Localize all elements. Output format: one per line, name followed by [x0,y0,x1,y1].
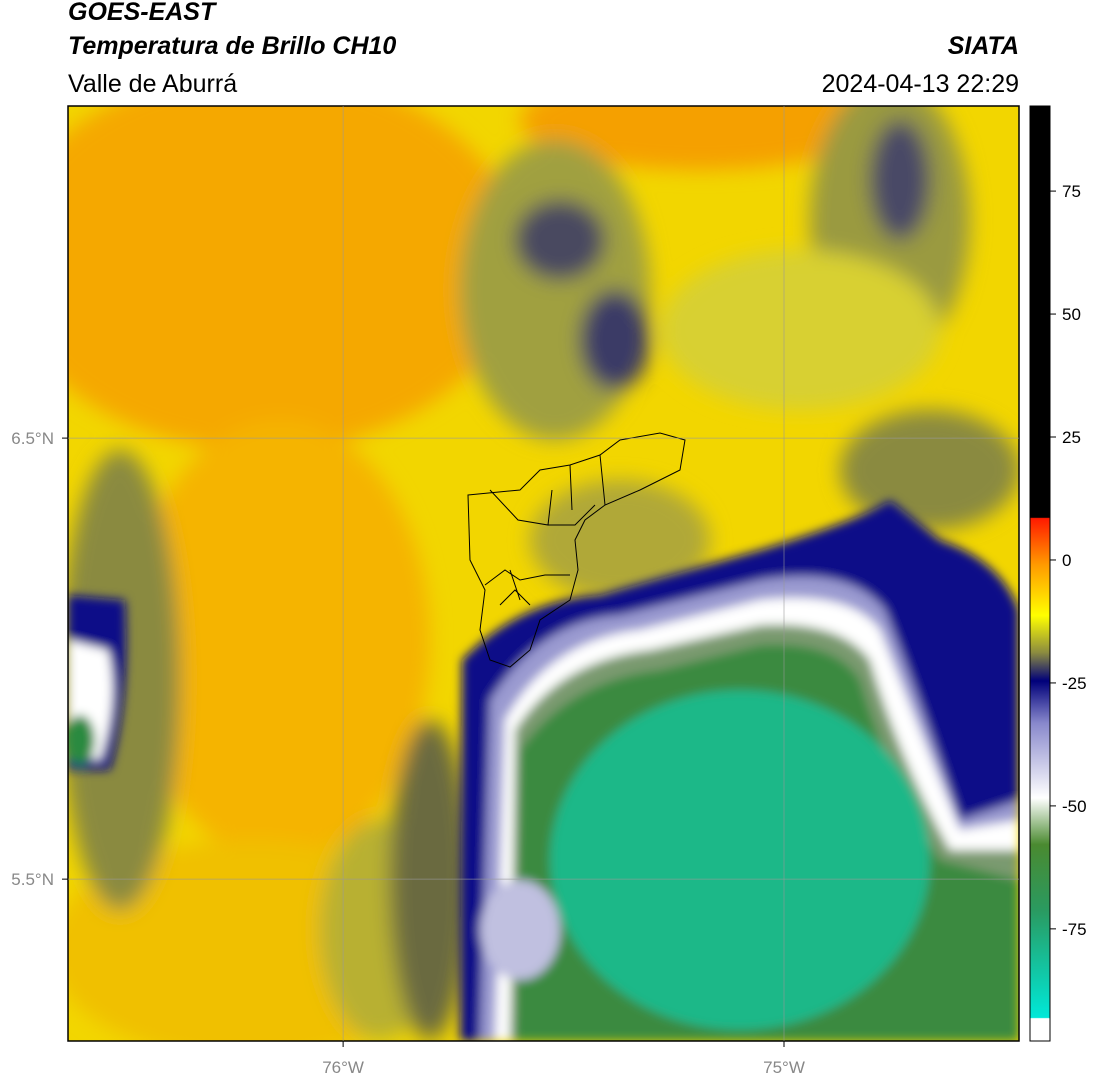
source: SIATA [948,32,1019,60]
region: Valle de Aburrá [68,70,237,98]
satellite-image [68,106,1019,1041]
lon-tick-label: 75°W [763,1058,805,1077]
datetime: 2024-04-13 22:29 [822,70,1019,98]
colorbar-tick-label: 75 [1062,182,1081,201]
map-frame [67,105,1020,1042]
colorbar-tick-label: -50 [1062,797,1087,816]
lat-tick-label: 6.5°N [11,429,54,448]
colorbar-tick-label: -25 [1062,674,1087,693]
colorbar-tick-label: 0 [1062,551,1071,570]
colorbar [1029,105,1051,1042]
subtitle: Temperatura de Brillo CH10 [68,32,396,60]
colorbar-tick-label: 25 [1062,428,1081,447]
title: GOES-EAST [68,0,218,26]
colorbar-tick-label: 50 [1062,305,1081,324]
lon-tick-label: 76°W [322,1058,364,1077]
basin-outline [467,432,686,668]
colorbar-tick-label: -75 [1062,920,1087,939]
lat-tick-label: 5.5°N [11,870,54,889]
